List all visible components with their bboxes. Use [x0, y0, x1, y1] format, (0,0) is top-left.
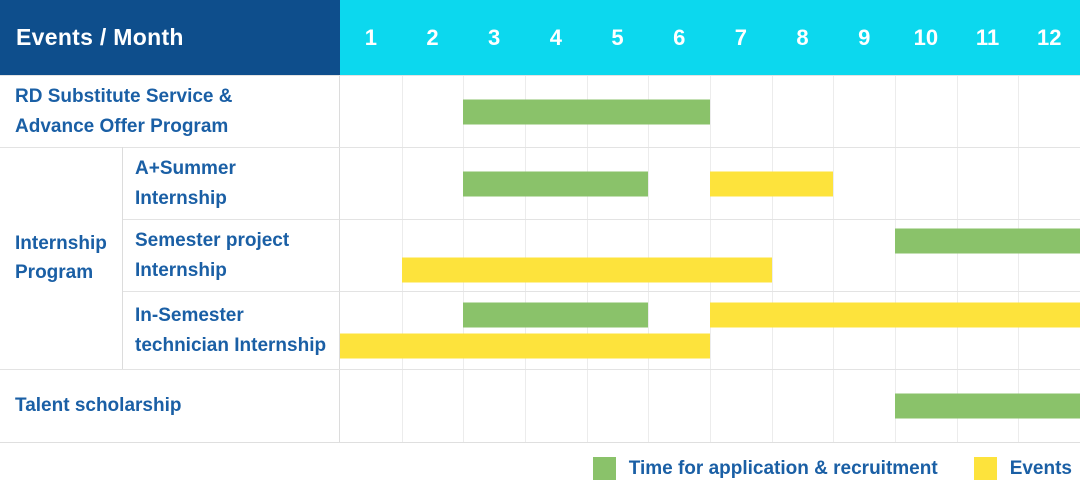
month-header-1: 1 — [364, 24, 377, 50]
bar-line — [340, 256, 1080, 292]
month-gridline — [710, 220, 711, 291]
month-header-5: 5 — [611, 24, 624, 50]
month-gridline — [525, 370, 526, 442]
month-gridline — [586, 370, 588, 442]
application-bar — [463, 302, 649, 328]
row-chart-area — [340, 148, 1080, 219]
table-row-1: RD Substitute Service & Advance Offer Pr… — [0, 75, 1080, 147]
bar-line — [340, 148, 1080, 219]
bar-line — [340, 220, 1080, 256]
month-gridline — [648, 148, 650, 219]
month-gridline — [895, 148, 896, 219]
month-header-12: 12 — [1036, 24, 1062, 50]
month-gridline — [895, 292, 896, 369]
legend-label: Events — [1009, 457, 1072, 479]
month-gridline — [710, 370, 711, 442]
legend-item-event: Events — [973, 457, 1072, 480]
application-bar — [463, 99, 710, 124]
group-label-internship-program: Internship Program — [0, 147, 123, 369]
bar-line — [340, 331, 1080, 370]
month-header-2: 2 — [426, 24, 439, 50]
month-gridline — [771, 220, 773, 291]
month-gridline — [710, 76, 711, 147]
month-gridline — [956, 76, 958, 147]
month-gridline — [648, 370, 650, 442]
month-gridline — [586, 292, 588, 369]
month-gridline — [401, 370, 403, 442]
month-gridline — [771, 76, 773, 147]
table-row-5: Talent scholarship — [0, 369, 1080, 442]
month-gridline — [648, 292, 650, 369]
event-bar — [340, 333, 710, 359]
row-label: In-Semester technician Internship — [123, 291, 340, 369]
month-gridline — [525, 220, 526, 291]
bar-line — [340, 76, 1080, 147]
month-gridline — [648, 220, 650, 291]
row-chart-area — [340, 76, 1080, 147]
month-gridline — [833, 76, 835, 147]
month-gridline — [956, 220, 958, 291]
bar-line — [340, 292, 1080, 331]
application-swatch — [592, 457, 616, 480]
month-gridline — [833, 292, 835, 369]
table-row-4: In-Semester technician Internship — [0, 291, 1080, 369]
month-header-4: 4 — [549, 24, 562, 50]
event-swatch — [973, 457, 997, 480]
month-gridline — [586, 220, 588, 291]
month-gridline — [1018, 292, 1020, 369]
legend: Time for application & recruitment Events — [0, 443, 1080, 494]
month-gridline — [463, 220, 465, 291]
month-gridline — [525, 292, 526, 369]
row-label: A+Summer Internship — [123, 148, 340, 219]
row-label: Semester project Internship — [123, 219, 340, 291]
month-header-10: 10 — [913, 24, 939, 50]
table-row-2: A+Summer Internship — [0, 147, 1080, 219]
month-gridline — [895, 220, 896, 291]
month-header-3: 3 — [488, 24, 501, 50]
month-header-9: 9 — [858, 24, 871, 50]
month-gridline — [833, 220, 835, 291]
row-label: Talent scholarship — [0, 370, 340, 442]
month-gridline — [1018, 148, 1020, 219]
table-row-3: Semester project Internship — [0, 219, 1080, 291]
month-gridline — [401, 148, 403, 219]
row-label: RD Substitute Service & Advance Offer Pr… — [0, 76, 340, 147]
event-bar — [710, 171, 834, 196]
month-gridline — [401, 76, 403, 147]
row-chart-area — [340, 291, 1080, 369]
month-gridline — [833, 148, 835, 219]
month-header-11: 11 — [975, 24, 1000, 50]
month-gridline — [401, 292, 403, 369]
month-gridline — [833, 370, 835, 442]
month-header: 1 2 3 4 5 6 7 8 9 10 11 12 — [340, 0, 1080, 75]
month-gridline — [895, 76, 896, 147]
month-gridline — [771, 292, 773, 369]
month-gridline — [1018, 76, 1020, 147]
bar-line — [340, 370, 1080, 442]
table-body: RD Substitute Service & Advance Offer Pr… — [0, 75, 1080, 443]
month-header-7: 7 — [734, 24, 747, 50]
month-gridline — [956, 148, 958, 219]
header-events-month-label: Events / Month — [0, 0, 340, 75]
row-chart-area — [340, 370, 1080, 442]
month-gridline — [463, 292, 465, 369]
month-gridline — [771, 370, 773, 442]
month-gridline — [401, 220, 403, 291]
month-gridline — [1018, 220, 1020, 291]
month-header-8: 8 — [796, 24, 809, 50]
table-header-row: Events / Month 1 2 3 4 5 6 7 8 9 10 11 12 — [0, 0, 1080, 75]
month-header-6: 6 — [673, 24, 686, 50]
application-bar — [895, 393, 1080, 419]
application-bar — [463, 171, 649, 196]
row-chart-area — [340, 219, 1080, 291]
event-bar — [401, 257, 772, 283]
month-gridline — [463, 370, 465, 442]
event-bar — [710, 302, 1080, 328]
application-bar — [895, 228, 1080, 254]
month-gridline — [956, 292, 958, 369]
month-gridline — [710, 292, 711, 369]
legend-item-application: Time for application & recruitment — [592, 457, 938, 480]
legend-label: Time for application & recruitment — [628, 457, 938, 479]
